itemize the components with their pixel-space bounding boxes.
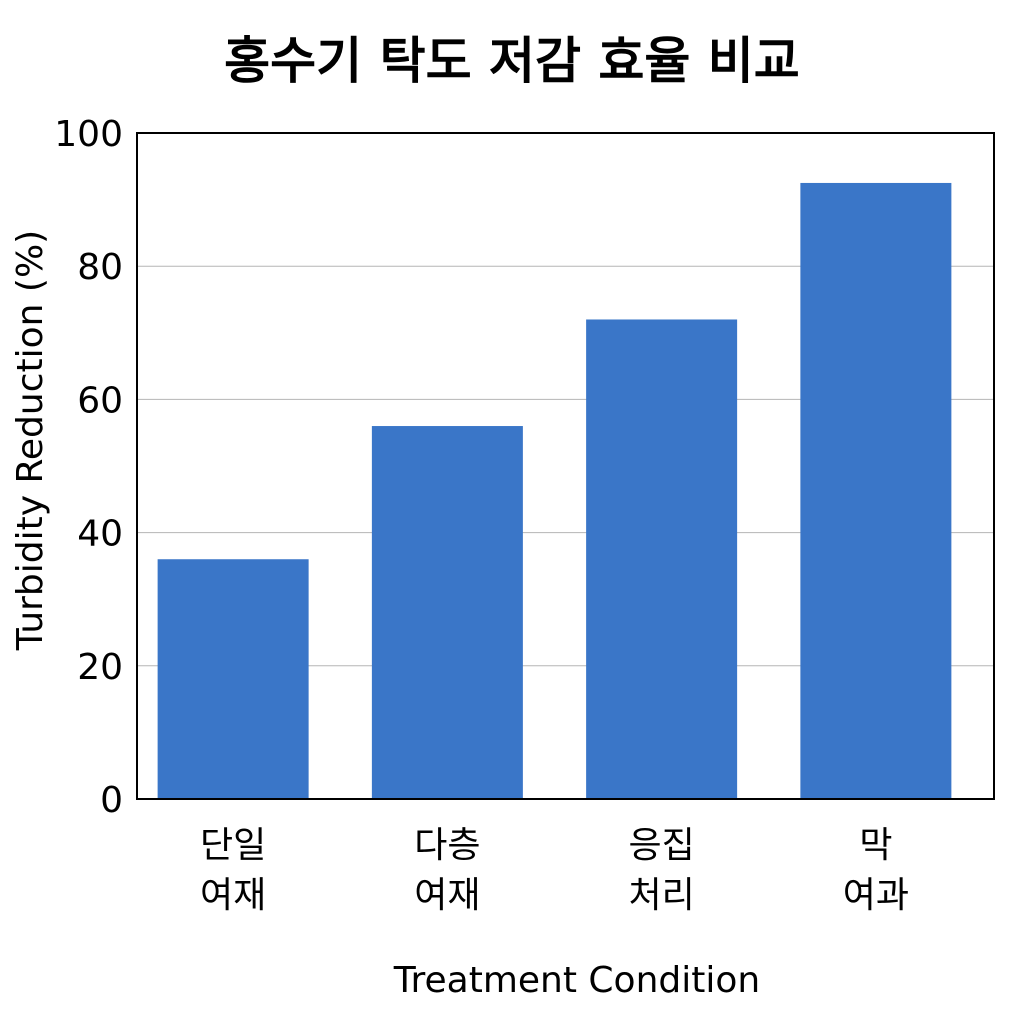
y-tick-label: 20 xyxy=(77,647,123,688)
x-category-label-line: 단일 xyxy=(200,825,266,866)
chart-title: 홍수기 탁도 저감 효율 비교 xyxy=(224,32,800,90)
bar xyxy=(586,319,738,799)
bars xyxy=(157,182,952,799)
y-tick-label: 40 xyxy=(77,514,123,555)
plot-frame xyxy=(136,132,995,800)
y-tick-label: 80 xyxy=(77,247,123,288)
x-category-label-line: 처리 xyxy=(629,875,695,916)
x-category-label-line: 여재 xyxy=(200,875,266,916)
x-category-label-line: 응집 xyxy=(629,825,695,866)
x-category-label-line: 다층 xyxy=(414,825,480,866)
x-category-label-line: 여과 xyxy=(843,875,909,916)
bar xyxy=(157,559,309,799)
y-tick-labels: 0 20 40 60 80 100 xyxy=(54,114,123,821)
x-category-label-line: 여재 xyxy=(414,875,480,916)
y-axis-title: Turbidity Reduction (%) xyxy=(10,230,51,651)
x-axis-title: Treatment Condition xyxy=(393,960,760,1001)
y-tick-label: 60 xyxy=(77,380,123,421)
y-tick-label: 100 xyxy=(54,114,123,155)
bar xyxy=(800,182,952,799)
bar xyxy=(371,426,523,799)
x-category-label-line: 막 xyxy=(859,825,892,866)
y-tick-label: 0 xyxy=(100,780,123,821)
